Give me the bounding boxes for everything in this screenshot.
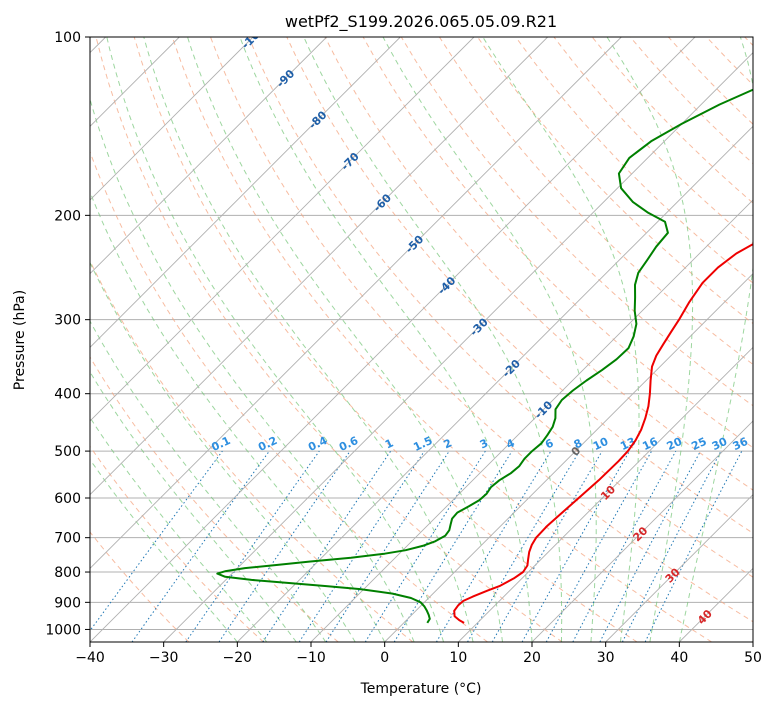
mixing-ratio-label: 13 [618,435,637,453]
dry-adiabat-line [171,37,712,642]
x-tick-label: −30 [149,650,179,666]
moist-adiabat-line [90,416,268,642]
mixing-ratio-line [262,450,392,642]
y-tick-label: 100 [54,30,81,46]
mixing-ratio-line [545,450,653,642]
x-tick-label: 0 [380,650,389,666]
x-tick-label: −40 [75,650,105,666]
dry-adiabat-line [400,37,753,407]
y-tick-label: 800 [54,565,81,581]
mixing-ratio-label: 10 [591,435,611,453]
dry-adiabat-line [248,37,753,578]
mixing-ratio-line [572,450,677,642]
mixing-ratio-line [644,450,743,642]
mixing-ratio-line [131,450,270,642]
dry-adiabat-line [90,445,264,642]
isotherm-line [605,494,753,642]
x-axis-label: Temperature (°C) [360,681,482,697]
mixing-ratio-line [298,450,425,642]
mixing-ratio-line [218,450,351,642]
temperature-line [453,243,753,624]
x-tick-label: 50 [744,650,762,666]
y-axis-ticks: 1000 900 800 700 600 500 400 300 200 100 [45,30,90,638]
isotherm-line [90,37,622,569]
isotherm-line [90,37,254,201]
moist-adiabat-line [482,37,640,642]
y-tick-label: 700 [54,531,81,547]
isotherm-line [90,37,401,348]
mixing-ratio-line [521,450,630,642]
x-tick-label: −20 [223,650,253,666]
x-axis-ticks: −40 −30 −20 −10 0 10 20 30 40 50 [75,642,762,666]
y-tick-label: 400 [54,387,81,403]
y-tick-label: 300 [54,313,81,329]
y-tick-label: 1000 [45,622,81,638]
moist-adiabat-line [239,37,533,642]
isotherm-line [310,199,753,642]
dry-adiabat-line [90,150,488,642]
mixing-ratio-label: 30 [710,435,730,453]
mixing-ratio-line [325,450,450,642]
x-tick-label: 30 [597,650,615,666]
isotherm-line [90,37,696,642]
x-tick-label: 10 [449,650,467,666]
moist-adiabat-line [90,261,356,642]
mixing-ratio-line [90,450,223,632]
isotherm-line [531,420,753,642]
y-tick-label: 500 [54,444,81,460]
isotherm-lines [90,37,753,642]
dry-adiabat-line [95,37,563,642]
y-tick-label: 900 [54,595,81,611]
isotherm-line [90,37,548,496]
isotherm-line [458,346,753,642]
mixing-ratio-label: 25 [689,435,708,453]
dry-adiabat-line [90,531,190,642]
y-tick-label: 200 [54,208,81,224]
x-tick-label: 40 [670,650,688,666]
moist-adiabat-line [606,37,694,642]
dry-adiabat-line [210,37,753,623]
isotherm-line [90,37,327,275]
dry-adiabat-line [515,37,753,284]
chart-title: wetPf2_S199.2026.065.05.09.R21 [285,12,557,32]
dry-adiabat-line [90,356,339,642]
dry-adiabat-line [133,37,638,642]
moist-adiabat-line [303,37,563,642]
moist-adiabat-line [106,37,445,642]
mixing-ratio-label: 20 [665,435,685,453]
isotherm-line [90,37,475,422]
profile-series [216,88,753,624]
mixing-ratio-line [185,450,320,642]
isotherm-line [384,273,753,642]
mixing-ratio-label: 16 [640,435,660,453]
y-axis-label: Pressure (hPa) [12,290,28,390]
moist-adiabat-line [90,458,238,642]
isobar-grid [90,37,753,630]
dry-adiabat-line [438,37,753,366]
moist-adiabat-line [382,37,597,642]
plot-frame [89,36,754,643]
moist-adiabat-line [187,37,503,642]
moist-adiabat-line [143,37,474,642]
moist-adiabat-line [90,190,386,642]
dewpoint-line [216,88,753,624]
isotherm-line [237,125,753,642]
y-tick-label: 600 [54,491,81,507]
x-tick-label: 20 [523,650,541,666]
mixing-ratio-label: 36 [731,435,751,453]
x-tick-label: −10 [296,650,326,666]
isotherm-line [163,52,753,642]
moist-adiabat-line [90,370,297,642]
